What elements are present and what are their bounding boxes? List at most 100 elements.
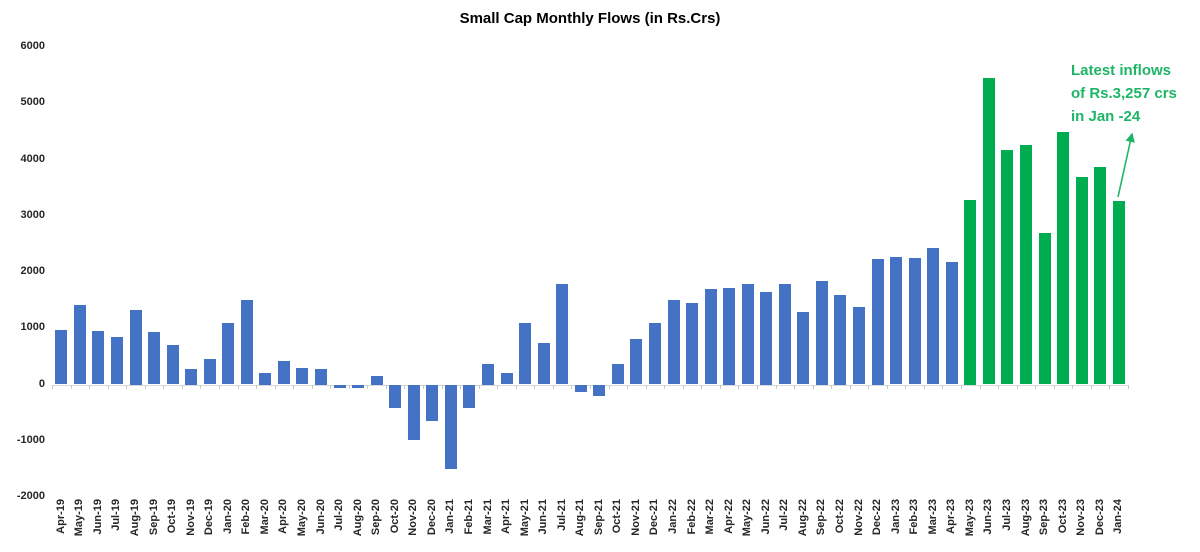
annotation-line-2: of Rs.3,257 crs [1071,85,1177,102]
x-axis-label-sep-23: Sep-23 [1038,499,1050,536]
bar-jun-22 [760,292,773,385]
x-axis-tick [441,385,443,389]
x-axis-tick [1072,385,1074,389]
x-axis-label-may-23: May-23 [963,499,976,537]
bar-may-23 [964,200,977,385]
x-axis-tick [552,385,554,389]
bar-dec-21 [648,323,661,385]
x-axis-tick [923,385,925,389]
x-axis-tick [163,385,165,389]
bar-oct-19 [166,345,179,385]
x-axis-label-apr-20: Apr-20 [277,499,290,534]
x-axis-tick [1035,385,1037,389]
x-axis-label-oct-23: Oct-23 [1056,499,1069,534]
x-axis-label-feb-20: Feb-20 [240,499,253,535]
bar-dec-20 [426,384,439,421]
bar-nov-19 [185,368,198,385]
x-axis-label-jun-21: Jun-21 [537,499,550,535]
x-axis-tick [571,385,573,389]
x-axis-label-jun-22: Jun-22 [759,499,772,535]
bar-dec-19 [203,359,216,385]
x-axis-tick [664,385,666,389]
x-axis-tick [311,385,313,389]
bar-jan-21 [444,384,457,470]
bar-jan-23 [890,257,903,385]
x-axis-label-may-20: May-20 [295,499,308,537]
bar-apr-23 [945,261,958,385]
x-axis-tick [738,385,740,389]
x-axis-label-jul-19: Jul-19 [110,499,123,531]
x-axis-label-jul-21: Jul-21 [555,499,568,531]
x-axis-tick [719,385,721,389]
x-axis-label-sep-20: Sep-20 [370,499,383,536]
bar-feb-20 [240,300,253,385]
bar-jan-24 [1112,201,1125,385]
x-axis-label-feb-23: Feb-23 [908,499,921,535]
bar-apr-21 [500,372,513,385]
bar-oct-23 [1057,131,1070,385]
x-axis-tick [256,385,258,389]
bar-mar-21 [482,364,494,385]
x-axis-tick [831,385,833,389]
y-axis-label: 4000 [20,152,45,165]
x-axis-label-nov-22: Nov-22 [852,499,865,536]
x-axis-tick [404,385,406,389]
x-axis-tick [330,385,332,389]
x-axis-label-nov-19: Nov-19 [184,499,197,536]
x-axis-label-mar-21: Mar-21 [481,499,494,535]
y-axis-label: 6000 [20,40,45,52]
bar-sep-21 [593,384,606,396]
x-axis-tick [627,385,629,389]
bar-aug-21 [574,384,587,393]
bar-oct-20 [389,384,402,409]
bar-may-20 [296,367,309,385]
x-axis-tick [293,385,295,389]
bar-jul-20 [333,384,346,388]
x-axis-label-dec-20: Dec-20 [425,499,438,536]
bar-apr-22 [723,287,736,385]
x-axis-tick [886,385,888,389]
x-axis-label-apr-23: Apr-23 [945,499,958,534]
x-axis-tick [181,385,183,389]
y-axis-label: -2000 [16,490,45,502]
x-axis-tick [1090,385,1092,389]
x-axis-label-oct-21: Oct-21 [611,499,624,534]
x-axis-tick [682,385,684,389]
y-axis-label: 1000 [20,321,45,334]
bar-jul-23 [1001,149,1014,385]
bar-jun-21 [537,342,550,385]
y-axis-label: 5000 [20,96,45,109]
bar-sep-23 [1038,232,1051,385]
x-axis-label-may-21: May-21 [518,499,531,537]
x-axis-label-jan-23: Jan-23 [889,499,902,534]
x-axis-tick [701,385,703,389]
x-axis-label-sep-21: Sep-21 [592,499,605,536]
bar-sep-20 [370,375,383,385]
x-axis-tick [367,385,369,389]
x-axis-tick [645,385,647,389]
x-axis-label-aug-20: Aug-20 [351,499,364,537]
x-axis-tick [1053,385,1055,389]
x-axis-label-oct-22: Oct-22 [833,499,846,534]
bar-jan-22 [667,299,680,385]
x-axis-label-may-22: May-22 [741,499,754,537]
bar-nov-21 [630,338,643,385]
x-axis-label-jun-19: Jun-19 [91,499,104,535]
bar-oct-22 [834,294,847,385]
annotation-line-3: in Jan -24 [1071,108,1141,125]
bar-mar-23 [927,247,940,385]
chart-title: Small Cap Monthly Flows (in Rs.Crs) [459,10,721,27]
bar-sep-22 [815,281,828,385]
bar-jun-20 [315,368,327,385]
x-axis-label-mar-23: Mar-23 [926,499,939,535]
x-axis-tick [1016,385,1018,389]
y-axis-label: -1000 [16,433,45,446]
bar-feb-23 [908,257,921,385]
x-axis-label-dec-21: Dec-21 [648,499,661,536]
bar-mar-20 [259,373,272,385]
x-axis-label-jan-20: Jan-20 [221,499,234,534]
x-axis-label-feb-22: Feb-22 [685,499,698,535]
bar-jul-22 [778,283,791,385]
x-axis-label-jan-24: Jan-24 [1112,499,1125,534]
bar-feb-21 [463,384,476,408]
